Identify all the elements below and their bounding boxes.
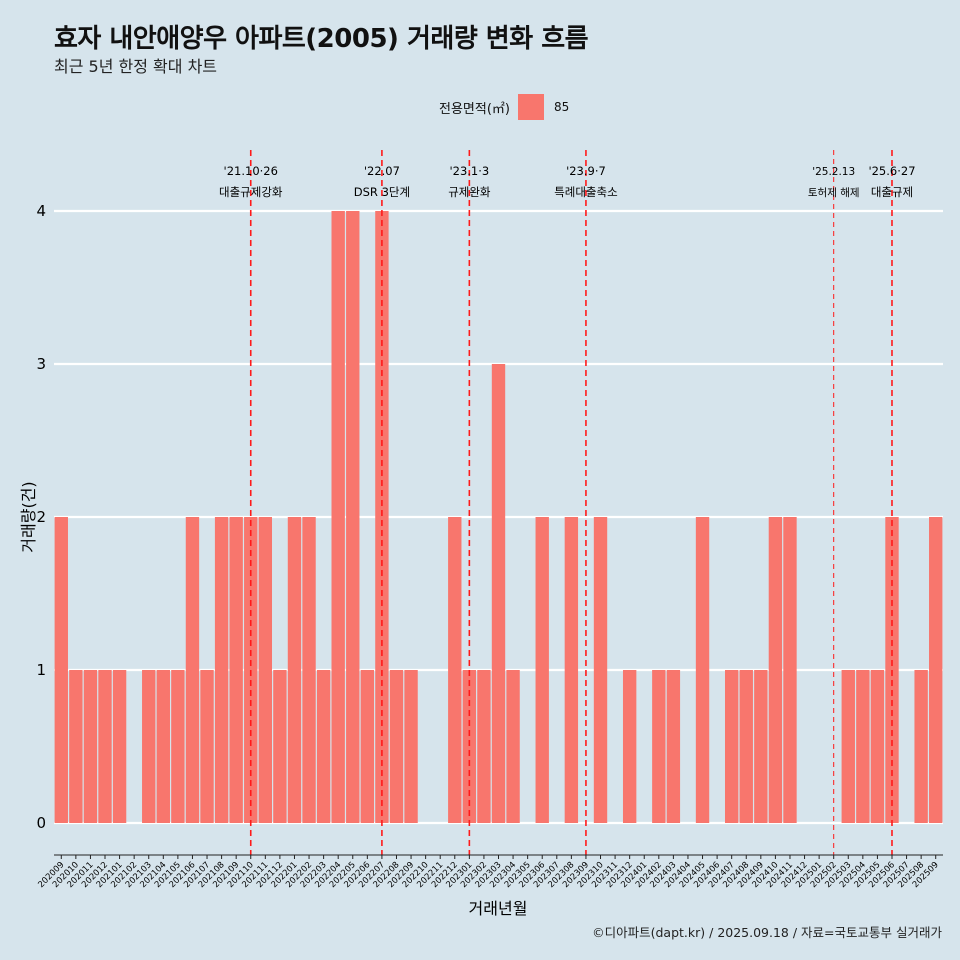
x-axis-label: 거래년월 (469, 899, 528, 918)
legend-title: 전용면적(㎡) (439, 102, 510, 117)
y-axis-label: 거래량(건) (19, 481, 38, 552)
bar-202302 (477, 670, 491, 823)
x-axis: 2020092020102020112020122021012021022021… (36, 854, 943, 890)
annotation-text: 토허제 해제 (808, 186, 860, 199)
legend: 전용면적(㎡) 85 (0, 92, 960, 122)
bar-202109 (229, 517, 243, 823)
bar-202306 (535, 517, 549, 823)
annotation-text: 대출규제 (871, 185, 913, 199)
bar-202105 (171, 670, 185, 823)
y-axis-ticks: 0 1 2 3 4 (36, 202, 46, 832)
bar-202103 (142, 670, 156, 823)
bar-202402 (652, 670, 666, 823)
y-tick-label: 1 (36, 661, 46, 679)
bar-202203 (316, 670, 331, 823)
bar-202408 (739, 670, 753, 823)
bar-202503 (841, 670, 855, 823)
bar-202104 (156, 670, 170, 823)
bar-202407 (724, 670, 739, 823)
bar-202106 (185, 517, 200, 823)
annotation-labels: '21.10·26 대출규제강화 '22.07 DSR 3단계 '23.1·3 규제완화 '… (219, 164, 916, 199)
bar-202212 (448, 517, 462, 823)
bar-202107 (200, 670, 214, 823)
bar-202301 (462, 670, 477, 823)
chart-subtitle: 최근 5년 한정 확대 차트 (54, 57, 218, 76)
bar-202504 (856, 670, 870, 823)
annotation-date: '25.6·27 (868, 164, 915, 178)
annotation-lines (249, 150, 893, 855)
annotation-text: 규제완화 (448, 185, 491, 199)
annotation-date: '25.2.13 (812, 166, 855, 178)
bar-202207 (375, 211, 389, 823)
bar-202303 (491, 364, 506, 823)
bar-202012 (98, 670, 112, 823)
annotation-text: 대출규제강화 (219, 185, 283, 199)
y-tick-label: 3 (36, 355, 46, 373)
bar-202111 (258, 517, 273, 823)
y-tick-label: 0 (36, 814, 46, 832)
legend-swatch (518, 94, 544, 120)
bar-202312 (622, 670, 637, 823)
bar-202206 (360, 670, 375, 823)
bar-202403 (666, 670, 681, 823)
bars (54, 211, 943, 823)
bar-202205 (346, 211, 360, 823)
bar-202208 (389, 670, 404, 823)
bar-202101 (112, 670, 127, 823)
annotation-text: 특례대출축소 (554, 185, 617, 199)
bar-202508 (914, 670, 928, 823)
bar-202202 (302, 517, 316, 823)
bar-202304 (506, 670, 520, 823)
y-tick-label: 2 (36, 508, 46, 526)
bar-202010 (69, 670, 83, 823)
annotation-text: DSR 3단계 (354, 185, 410, 199)
y-tick-label: 4 (36, 202, 46, 220)
legend-label: 85 (554, 100, 570, 114)
bar-202308 (564, 517, 579, 823)
chart-title: 효자 내안애양우 아파트(2005) 거래량 변화 흐름 (54, 24, 589, 54)
bar-202310 (593, 517, 608, 823)
bar-202201 (287, 517, 302, 823)
annotation-date: '23.9·7 (566, 164, 606, 178)
annotation-date: '22.07 (364, 164, 400, 178)
bar-202108 (214, 517, 229, 823)
bar-202009 (54, 517, 68, 823)
bar-202112 (273, 670, 287, 823)
bar-202409 (754, 670, 768, 823)
bar-202209 (404, 670, 418, 823)
bar-202011 (83, 670, 98, 823)
annotation-date: '23.1·3 (449, 164, 489, 178)
bar-202509 (929, 517, 943, 823)
bar-202505 (870, 670, 885, 823)
bar-202405 (695, 517, 710, 823)
bar-202204 (331, 211, 345, 823)
annotation-date: '21.10·26 (224, 164, 278, 178)
caption: ©디아파트(dapt.kr) / 2025.09.18 / 자료=국토교통부 실… (592, 925, 942, 940)
bar-202410 (768, 517, 783, 823)
bar-202411 (783, 517, 797, 823)
